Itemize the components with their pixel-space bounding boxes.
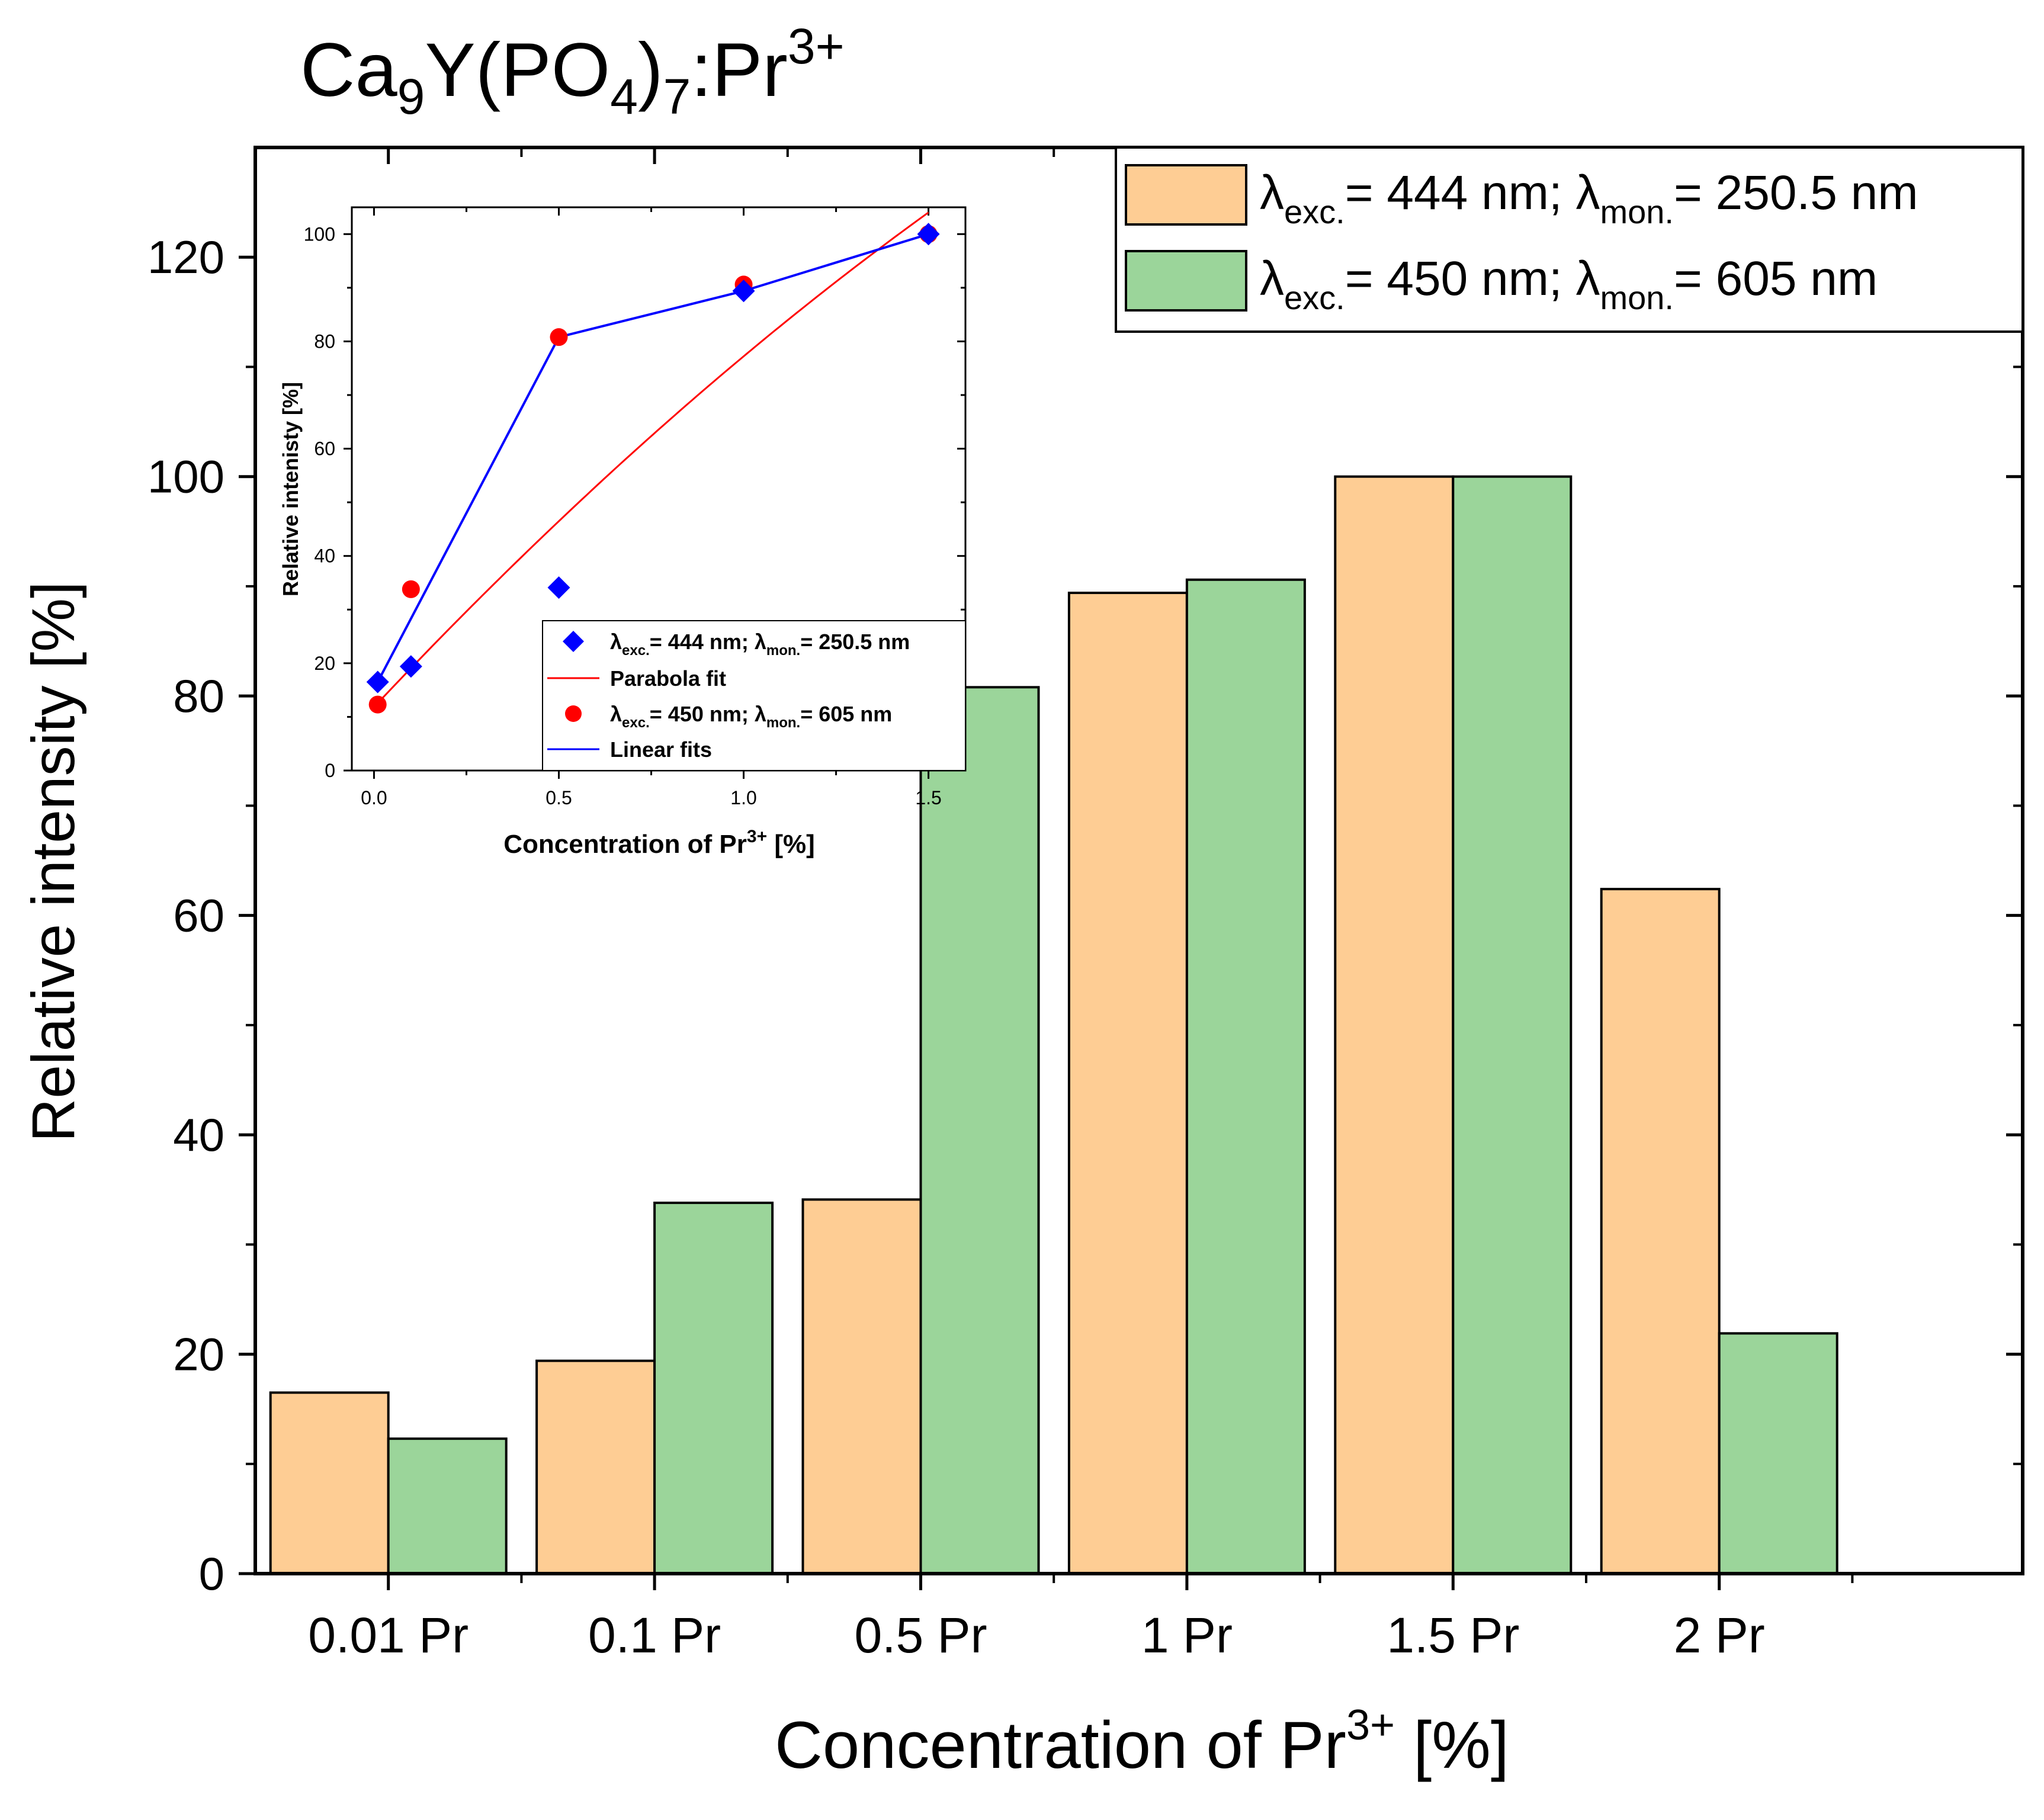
inset-point-diamond: [547, 576, 570, 599]
bar-series2-2-Pr: [1718, 1332, 1838, 1575]
inset-y-axis-label: Relative intenisty [%]: [278, 382, 303, 596]
bar-series1-1-5-Pr: [1334, 475, 1455, 1575]
inset-point-diamond: [366, 670, 389, 694]
y-tick-label: 0: [199, 1548, 224, 1600]
bar-series2-0-1-Pr: [653, 1201, 774, 1575]
x-tick-label: 1.5 Pr: [1387, 1607, 1519, 1663]
inset-legend-marker-diamond: [563, 631, 584, 652]
inset-point-diamond: [732, 280, 755, 303]
inset-y-tick-label: 100: [304, 223, 335, 245]
inset-legend-label-2: Parabola fit: [610, 666, 726, 691]
bar-series2-0-5-Pr: [919, 686, 1040, 1575]
inset-scatter-chart: 0 20 40 60 80 100 0.0 0.5 1.0 1.5 Relative intenis…: [278, 206, 967, 859]
inset-legend-label-3: λexc.= 450 nm; λmon.= 605 nm: [610, 702, 892, 731]
inset-x-tick-label: 1.0: [730, 787, 756, 808]
inset-linear-fit-line: [376, 233, 929, 683]
y-tick-label: 120: [147, 231, 224, 283]
bar-series1-0-5-Pr: [801, 1198, 922, 1575]
inset-point-circle: [550, 328, 568, 346]
bar-series1-2-Pr: [1600, 888, 1721, 1575]
x-tick-label: 0.01 Pr: [308, 1607, 469, 1663]
legend-label-1: λexc.= 444 nm; λmon.= 250.5 nm: [1260, 166, 1918, 230]
x-tick-label: 0.5 Pr: [854, 1607, 987, 1663]
bar-series1-0-01-Pr: [269, 1391, 390, 1575]
inset-legend-label-4: Linear fits: [610, 737, 712, 762]
y-tick-label: 40: [173, 1109, 224, 1161]
inset-parabola-fit-line: [377, 211, 929, 704]
chart-title: Ca9Y(PO4)7:Pr3+: [300, 18, 845, 124]
bar-series2-1-Pr: [1185, 578, 1306, 1575]
inset-x-tick-label: 1.5: [915, 787, 941, 808]
inset-x-tick-label: 0.5: [546, 787, 572, 808]
inset-y-tick-label: 0: [325, 760, 335, 781]
inset-legend-label-1: λexc.= 444 nm; λmon.= 250.5 nm: [610, 630, 910, 659]
legend-swatch-2: [1125, 250, 1247, 312]
inset-point-circle: [402, 580, 420, 598]
bar-series2-0-01-Pr: [387, 1437, 508, 1575]
y-tick-label: 60: [173, 890, 224, 942]
bar-series2-1-5-Pr: [1452, 475, 1573, 1575]
inset-y-tick-label: 60: [314, 438, 335, 460]
inset-point-diamond: [917, 223, 940, 246]
inset-point-diamond: [399, 655, 422, 678]
inset-y-tick-label: 80: [314, 330, 335, 352]
main-bar-chart: 0 20 40 60 80 100 120 0.01 Pr 0.1 Pr 0.5 Pr 1 Pr 1.…: [20, 18, 2024, 1782]
inset-legend-marker-circle: [565, 705, 582, 722]
legend-swatch-1: [1125, 164, 1247, 226]
inset-y-tick-label: 40: [314, 545, 335, 567]
inset-y-tick-label: 20: [314, 653, 335, 674]
x-tick-label: 2 Pr: [1674, 1607, 1765, 1663]
inset-x-tick-label: 0.0: [361, 787, 387, 808]
inset-legend-box: [542, 620, 966, 771]
x-tick-label: 0.1 Pr: [588, 1607, 721, 1663]
y-tick-label: 80: [173, 670, 224, 722]
x-axis-label: Concentration of Pr3+ [%]: [775, 1702, 1509, 1782]
inset-point-circle: [368, 695, 387, 714]
y-tick-label: 20: [173, 1328, 224, 1381]
legend-label-2: λexc.= 450 nm; λmon.= 605 nm: [1260, 252, 1878, 316]
legend-box: [1115, 146, 2024, 333]
inset-x-axis-label: Concentration of Pr3+ [%]: [503, 827, 815, 859]
x-tick-label: 1 Pr: [1141, 1607, 1233, 1663]
bar-series1-1-Pr: [1067, 592, 1188, 1575]
bar-series1-0-1-Pr: [535, 1359, 656, 1575]
y-axis-label: Relative intensity [%]: [20, 582, 87, 1142]
y-tick-label: 100: [147, 451, 224, 503]
